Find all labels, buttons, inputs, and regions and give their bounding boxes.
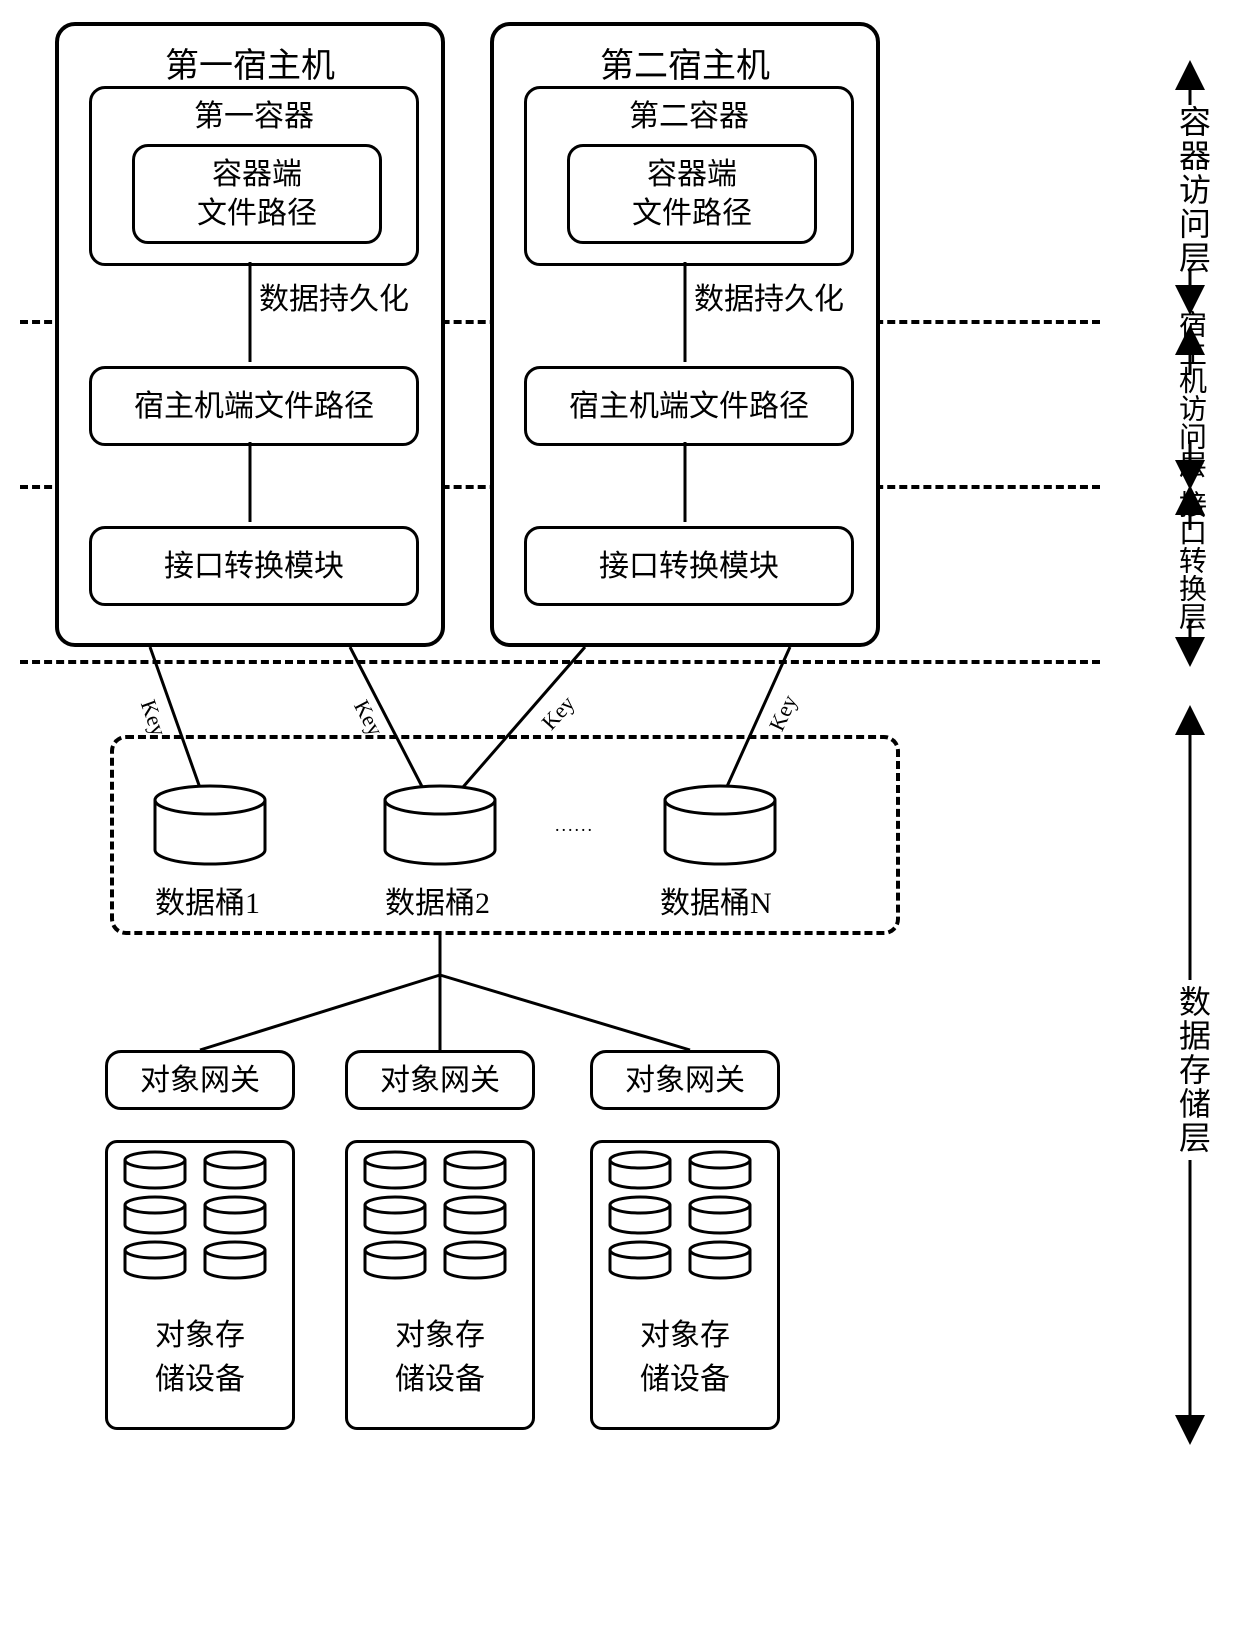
bucketN-label: 数据桶N (660, 878, 772, 922)
key-label-4: Key (764, 691, 803, 735)
host1-interface-module: 接口转换模块 (89, 526, 419, 606)
host1-container-title: 第一容器 (92, 97, 416, 136)
layer-divider-3 (20, 660, 1100, 664)
layer-label-container-access: 容器访问层 (1170, 105, 1216, 275)
host1-persistence-label: 数据持久化 (259, 274, 409, 318)
host2-interface-module: 接口转换模块 (524, 526, 854, 606)
host1-box: 第一宿主机 第一容器 容器端 文件路径 数据持久化 宿主机端文件路径 接口转换模… (55, 22, 445, 647)
gateway-1: 对象网关 (105, 1050, 295, 1110)
key-label-3: Key (536, 691, 580, 736)
host2-box: 第二宿主机 第二容器 容器端 文件路径 数据持久化 宿主机端文件路径 接口转换模… (490, 22, 880, 647)
host2-title: 第二宿主机 (494, 38, 876, 87)
layer-label-host-access: 宿主机访问层 (1170, 310, 1210, 478)
bucket-ellipsis: ...... (555, 815, 594, 836)
key-label-2: Key (348, 696, 388, 741)
host2-host-filepath: 宿主机端文件路径 (524, 366, 854, 446)
host1-container-box: 第一容器 容器端 文件路径 (89, 86, 419, 266)
host2-container-filepath: 容器端 文件路径 (567, 144, 817, 244)
layer-label-interface: 接口转换层 (1170, 490, 1210, 630)
storage-2-label: 对象存 储设备 (390, 1310, 490, 1398)
host1-host-filepath: 宿主机端文件路径 (89, 366, 419, 446)
storage-3-label: 对象存 储设备 (635, 1310, 735, 1398)
host2-persistence-label: 数据持久化 (694, 274, 844, 318)
host1-title: 第一宿主机 (59, 38, 441, 87)
bucket2-label: 数据桶2 (385, 878, 490, 922)
bucket1-label: 数据桶1 (155, 878, 260, 922)
key-label-1: Key (135, 696, 172, 739)
gateway-3: 对象网关 (590, 1050, 780, 1110)
gateway-2: 对象网关 (345, 1050, 535, 1110)
host2-container-box: 第二容器 容器端 文件路径 (524, 86, 854, 266)
host1-container-filepath: 容器端 文件路径 (132, 144, 382, 244)
layer-label-data-storage: 数据存储层 (1170, 985, 1216, 1155)
storage-1-label: 对象存 储设备 (150, 1310, 250, 1398)
diagram-canvas: 容器访问层 宿主机访问层 接口转换层 数据存储层 第一宿主机 第一容器 容器端 … (0, 0, 1240, 1649)
host2-container-title: 第二容器 (527, 97, 851, 136)
